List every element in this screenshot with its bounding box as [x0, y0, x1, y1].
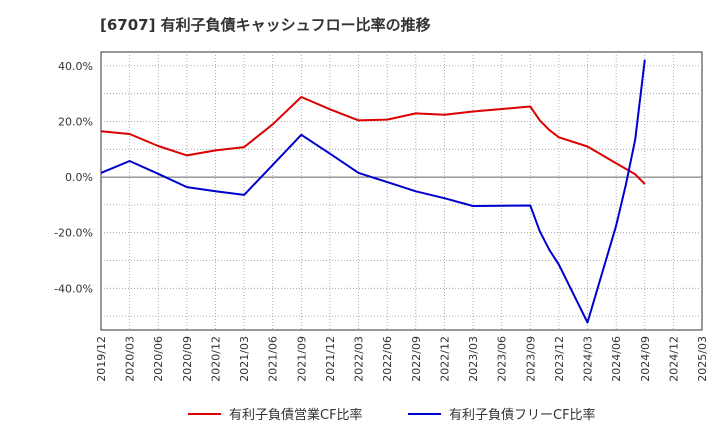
x-tick-label: 2023/06 [496, 336, 509, 382]
x-tick-label: 2023/12 [553, 336, 566, 382]
x-tick-label: 2024/12 [667, 336, 680, 382]
y-tick-label: 40.0% [58, 60, 93, 73]
plot-area [100, 51, 703, 331]
y-tick-label: -20.0% [54, 227, 93, 240]
x-tick-label: 2022/06 [381, 336, 394, 382]
series-line-1 [100, 96, 646, 185]
x-tick-label: 2024/03 [582, 336, 595, 382]
x-tick-label: 2020/03 [124, 336, 137, 382]
y-tick-label: -40.0% [54, 282, 93, 295]
x-tick-label: 2020/09 [181, 336, 194, 382]
x-tick-label: 2021/12 [324, 336, 337, 382]
x-tick-label: 2023/09 [524, 336, 537, 382]
series-line-2 [100, 59, 646, 324]
x-tick-label: 2022/09 [410, 336, 423, 382]
y-tick-label: 0.0% [65, 171, 93, 184]
y-tick-label: 20.0% [58, 116, 93, 129]
x-tick-label: 2023/03 [467, 336, 480, 382]
x-tick-label: 2019/12 [95, 336, 108, 382]
x-tick-label: 2020/06 [152, 336, 165, 382]
x-tick-label: 2024/06 [610, 336, 623, 382]
x-tick-label: 2021/03 [238, 336, 251, 382]
x-tick-label: 2025/03 [696, 336, 709, 382]
x-tick-label: 2021/06 [267, 336, 280, 382]
legend-label-1: 有利子負債営業CF比率 [229, 407, 363, 423]
x-tick-label: 2020/12 [209, 336, 222, 382]
x-tick-label: 2022/03 [353, 336, 366, 382]
x-tick-label: 2024/09 [639, 336, 652, 382]
x-tick-label: 2021/09 [295, 336, 308, 382]
chart-title: [6707] 有利子負債キャッシュフロー比率の推移 [100, 16, 431, 34]
x-tick-label: 2022/12 [438, 336, 451, 382]
legend-label-2: 有利子負債フリーCF比率 [449, 407, 596, 423]
